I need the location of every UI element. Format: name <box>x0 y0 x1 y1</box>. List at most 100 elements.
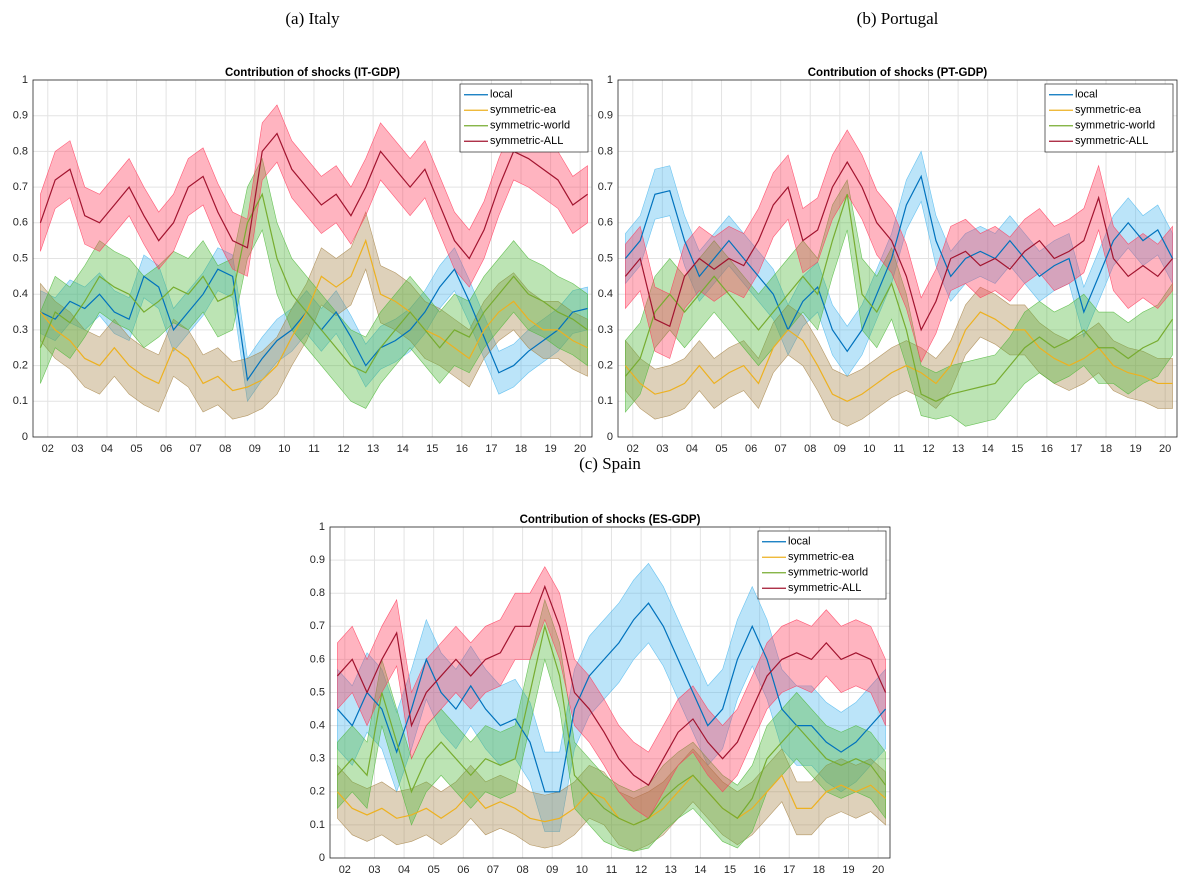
x-tick-label: 03 <box>656 443 668 455</box>
y-tick-label: 1 <box>22 74 28 86</box>
y-tick-label: 0.4 <box>13 288 28 300</box>
y-tick-label: 0.6 <box>13 217 28 229</box>
x-tick-label: 06 <box>457 864 469 876</box>
plot-area <box>39 104 588 420</box>
y-tick-label: 0.4 <box>598 288 613 300</box>
x-tick-label: 17 <box>1070 443 1082 455</box>
series-line <box>336 774 886 826</box>
x-tick-label: 06 <box>745 443 757 455</box>
y-tick-label: 0 <box>22 431 28 443</box>
legend: local symmetric-ea symmetric-world symmetri… <box>757 530 887 600</box>
y-tick-label: 0.6 <box>598 217 613 229</box>
series-line <box>39 238 588 392</box>
x-tick-label: 18 <box>515 443 527 455</box>
legend-label: symmetric-world <box>1075 120 1155 132</box>
x-tick-label: 07 <box>190 443 202 455</box>
series-line <box>336 602 887 793</box>
y-tick-label: 0.5 <box>310 686 325 698</box>
x-tick-label: 07 <box>487 864 499 876</box>
x-tick-label: 10 <box>863 443 875 455</box>
y-tick-label: 0.2 <box>598 360 613 372</box>
legend-label: symmetric-ea <box>788 551 855 563</box>
legend-label: local <box>788 536 811 548</box>
x-tick-label: 11 <box>893 443 904 455</box>
y-tick-label: 0.5 <box>598 252 613 264</box>
y-tick-label: 0.3 <box>598 324 613 336</box>
x-tick-label: 05 <box>130 443 142 455</box>
legend-label: symmetric-ea <box>490 104 557 116</box>
x-tick-label: 07 <box>775 443 787 455</box>
x-tick-label: 19 <box>1129 443 1141 455</box>
y-tick-label: 0.1 <box>598 395 613 407</box>
series-line <box>624 194 1174 402</box>
legend: local symmetric-ea symmetric-world symmetri… <box>459 83 589 153</box>
x-tick-label: 02 <box>42 443 54 455</box>
confidence-band <box>337 566 886 819</box>
x-tick-label: 11 <box>606 864 617 876</box>
confidence-band <box>625 129 1173 363</box>
x-tick-label: 04 <box>686 443 698 455</box>
x-tick-label: 10 <box>278 443 290 455</box>
x-tick-label: 16 <box>456 443 468 455</box>
y-tick-label: 0.6 <box>310 653 325 665</box>
axes-frame <box>329 526 891 859</box>
x-tick-label: 19 <box>544 443 556 455</box>
y-tick-label: 0.7 <box>598 181 613 193</box>
chart-title: Contribution of shocks (PT-GDP) <box>808 67 988 79</box>
x-tick-label: 15 <box>426 443 438 455</box>
x-tick-label: 09 <box>249 443 261 455</box>
x-tick-label: 09 <box>546 864 558 876</box>
confidence-band <box>625 179 1173 427</box>
x-tick-label: 06 <box>160 443 172 455</box>
y-tick-label: 0 <box>319 852 325 864</box>
axes-frame <box>32 79 593 438</box>
x-tick-label: 12 <box>337 443 349 455</box>
confidence-band <box>40 157 588 409</box>
figure-caption: (a) Italy <box>285 9 340 28</box>
x-tick-label: 12 <box>635 864 647 876</box>
x-tick-label: 14 <box>982 443 994 455</box>
y-tick-label: 0.4 <box>310 720 325 732</box>
legend-label: symmetric-ea <box>1075 104 1142 116</box>
y-tick-label: 0.1 <box>310 819 325 831</box>
chart: (a) Italy00.10.20.30.40.50.60.70.80.9102… <box>13 9 593 455</box>
series-line <box>624 311 1173 402</box>
y-tick-label: 0.3 <box>310 753 325 765</box>
x-tick-label: 16 <box>754 864 766 876</box>
x-tick-label: 13 <box>665 864 677 876</box>
x-tick-label: 20 <box>872 864 884 876</box>
y-tick-label: 0.9 <box>598 110 613 122</box>
series-line <box>39 192 588 374</box>
legend-label: symmetric-world <box>490 120 570 132</box>
y-tick-label: 0.9 <box>310 554 325 566</box>
x-tick-label: 04 <box>398 864 410 876</box>
figure-caption: (b) Portugal <box>857 9 939 28</box>
confidence-band <box>625 286 1173 427</box>
y-tick-label: 0.8 <box>310 587 325 599</box>
figure-caption: (c) Spain <box>579 454 641 473</box>
x-tick-label: 03 <box>368 864 380 876</box>
series-line <box>624 174 1174 353</box>
x-tick-label: 13 <box>367 443 379 455</box>
legend-label: local <box>1075 89 1098 101</box>
y-tick-label: 0.5 <box>13 252 28 264</box>
y-tick-label: 0.1 <box>13 395 28 407</box>
series-line <box>336 623 887 826</box>
x-tick-label: 08 <box>516 864 528 876</box>
x-tick-label: 05 <box>428 864 440 876</box>
x-tick-label: 17 <box>485 443 497 455</box>
legend-label: symmetric-ALL <box>788 582 861 594</box>
x-tick-label: 14 <box>694 864 706 876</box>
y-tick-label: 0.8 <box>13 145 28 157</box>
x-tick-label: 17 <box>783 864 795 876</box>
x-tick-label: 13 <box>952 443 964 455</box>
x-tick-label: 18 <box>813 864 825 876</box>
x-tick-label: 15 <box>724 864 736 876</box>
legend-label: symmetric-ALL <box>490 135 563 147</box>
x-tick-label: 11 <box>308 443 319 455</box>
x-tick-label: 08 <box>804 443 816 455</box>
x-tick-label: 10 <box>576 864 588 876</box>
y-tick-label: 1 <box>319 521 325 533</box>
